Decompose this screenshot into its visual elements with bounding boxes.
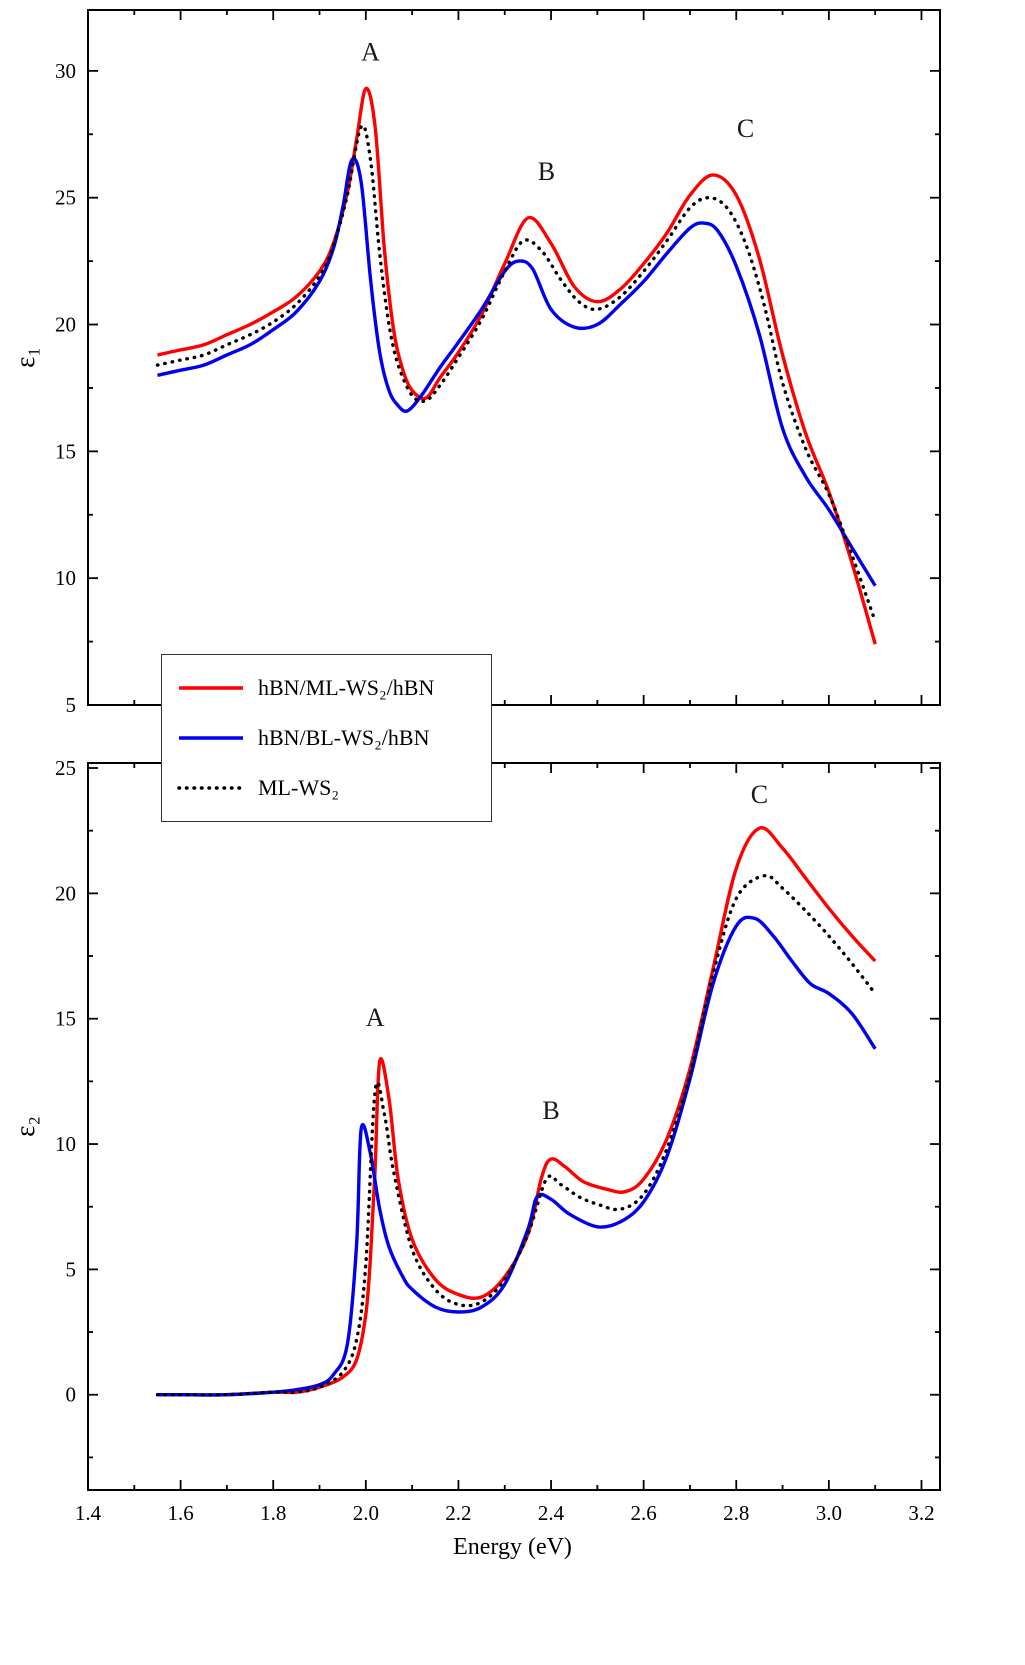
legend-line-dotted-icon <box>177 786 245 790</box>
svg-text:3.2: 3.2 <box>908 1501 934 1525</box>
svg-text:C: C <box>751 780 768 809</box>
legend-entry-ml-hbn: hBN/ML-WS₂/hBN <box>176 663 491 713</box>
legend-line-blue-icon <box>179 736 243 740</box>
svg-text:B: B <box>542 1096 559 1125</box>
legend-label-ml-hbn: hBN/ML-WS₂/hBN <box>258 675 435 700</box>
svg-text:ε₁: ε₁ <box>10 347 40 368</box>
x-axis-title: Energy (eV) <box>453 1534 572 1560</box>
legend-label-mlws2: ML-WS₂ <box>258 775 339 800</box>
svg-text:30: 30 <box>55 59 76 83</box>
svg-text:5: 5 <box>66 693 77 717</box>
legend-entry-bl-hbn: hBN/BL-WS₂/hBN <box>176 713 491 763</box>
svg-text:C: C <box>737 114 754 143</box>
svg-text:1.4: 1.4 <box>75 1501 102 1525</box>
svg-text:3.0: 3.0 <box>816 1501 842 1525</box>
svg-text:A: A <box>366 1003 385 1032</box>
svg-text:25: 25 <box>55 186 76 210</box>
svg-text:A: A <box>361 38 380 67</box>
svg-text:10: 10 <box>55 566 76 590</box>
svg-text:1.6: 1.6 <box>167 1501 193 1525</box>
epsilon2-plot: 1.4 1.6 1.8 2.0 2.2 2.4 2.6 2.8 3.0 3.2 0 5 10 15 20 25… <box>10 756 941 1525</box>
legend-label-bl-hbn: hBN/BL-WS₂/hBN <box>258 725 430 750</box>
svg-text:2.4: 2.4 <box>538 1501 565 1525</box>
svg-text:15: 15 <box>55 1007 76 1031</box>
svg-text:2.2: 2.2 <box>445 1501 471 1525</box>
svg-text:20: 20 <box>55 313 76 337</box>
legend-entry-mlws2: ML-WS₂ <box>176 763 491 813</box>
svg-text:0: 0 <box>66 1383 77 1407</box>
svg-text:20: 20 <box>55 881 76 905</box>
svg-text:25: 25 <box>55 756 76 780</box>
svg-text:B: B <box>538 157 555 186</box>
svg-text:15: 15 <box>55 439 76 463</box>
svg-text:1.8: 1.8 <box>260 1501 286 1525</box>
svg-text:ε₂: ε₂ <box>10 1116 40 1137</box>
legend-line-red-icon <box>179 686 243 690</box>
svg-text:2.6: 2.6 <box>631 1501 657 1525</box>
svg-text:2.8: 2.8 <box>723 1501 749 1525</box>
epsilon1-plot: 5 10 15 20 25 30 ε₁ A B C <box>10 9 941 717</box>
legend: hBN/ML-WS₂/hBN hBN/BL-WS₂/hBN ML-WS₂ <box>161 654 492 822</box>
svg-text:10: 10 <box>55 1132 76 1156</box>
svg-text:2.0: 2.0 <box>353 1501 379 1525</box>
svg-text:5: 5 <box>66 1257 77 1281</box>
